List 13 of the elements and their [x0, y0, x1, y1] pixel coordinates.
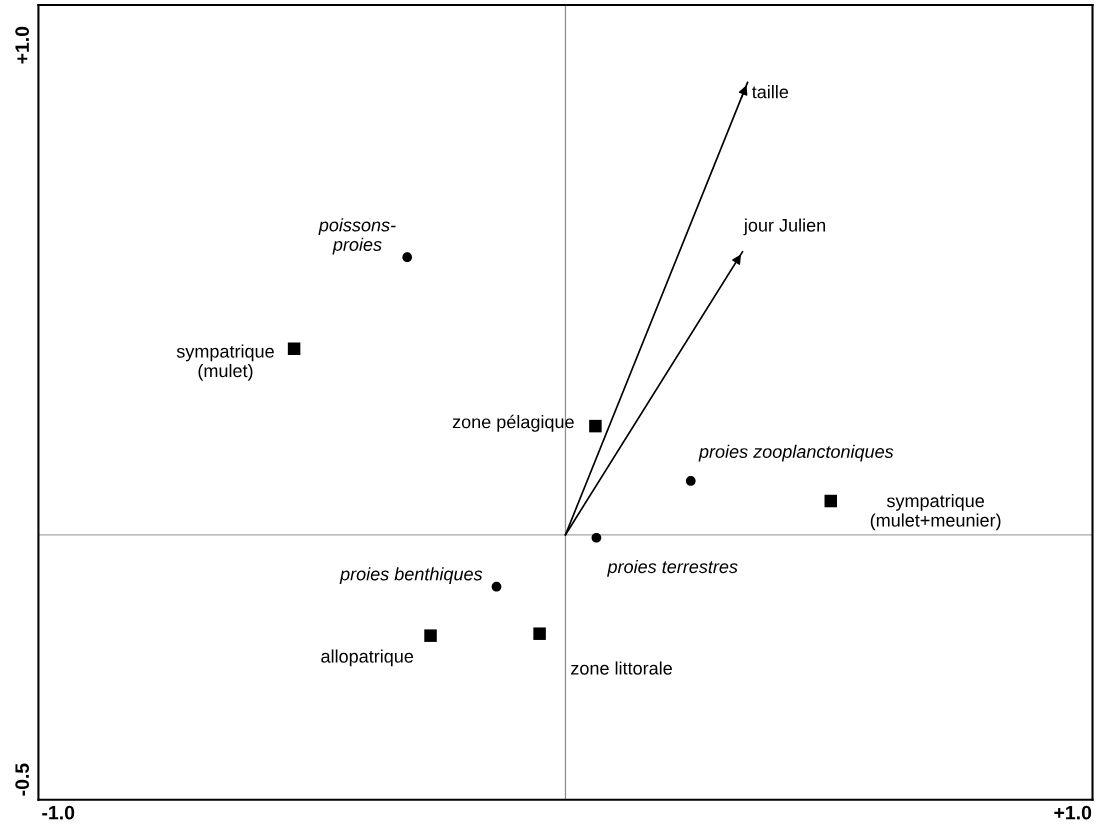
data-label: zone littorale [571, 661, 672, 675]
x-tick-label: -1.0 [42, 805, 75, 820]
data-label: taille [752, 85, 789, 99]
data-label: proies terrestres [607, 559, 738, 577]
data-label: proies benthiques [339, 567, 483, 584]
data-label: poissons- proies [318, 218, 396, 255]
data-label: allopatrique [321, 649, 414, 667]
data-label: sympatrique (mulet+meunier) [870, 493, 1001, 531]
data-label: sympatrique (mulet) [176, 344, 274, 381]
data-label: zone pélagique [452, 414, 574, 432]
data-label: jour Julien [743, 218, 826, 236]
y-tick-label: -0.5 [15, 763, 30, 796]
data-label: proies zooplanctoniques [698, 444, 894, 462]
